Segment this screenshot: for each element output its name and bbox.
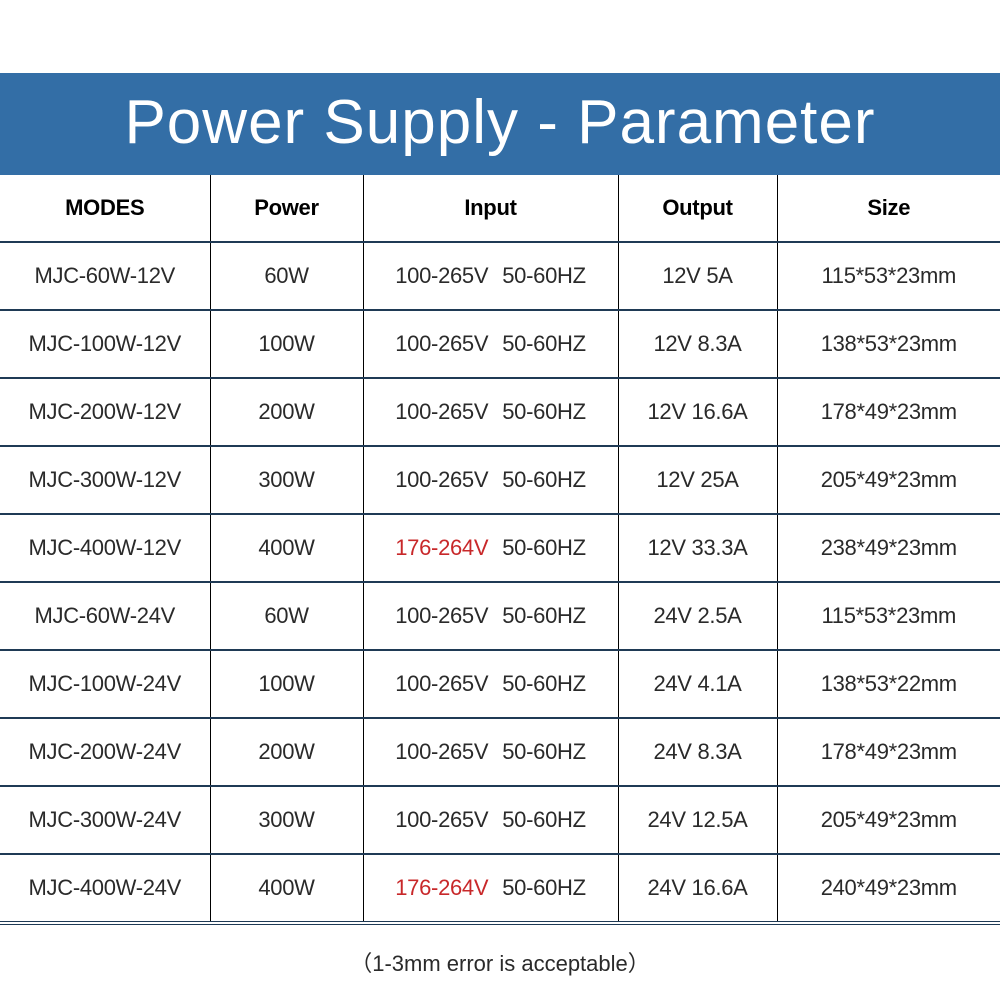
input-cell: 100-265V 50-60HZ <box>362 582 618 651</box>
input-voltage: 176-264V <box>395 875 489 900</box>
table-row: MJC-100W-12V 100W 100-265V 50-60HZ 12V 8.3A 1… <box>0 310 1000 379</box>
output-cell: 24V 2.5A <box>617 582 777 651</box>
size-cell: 205*49*23mm <box>776 786 1000 855</box>
input-frequency: 50-60HZ <box>502 263 586 288</box>
header-modes: MODES <box>0 175 210 243</box>
output-cell: 24V 4.1A <box>617 650 777 719</box>
input-voltage: 100-265V <box>395 263 489 288</box>
input-voltage: 100-265V <box>395 399 489 424</box>
table-row: MJC-400W-12V 400W 176-264V 50-60HZ 12V 33.3A… <box>0 514 1000 583</box>
table-row: MJC-60W-24V 60W 100-265V 50-60HZ 24V 2.5A 115… <box>0 582 1000 651</box>
input-cell: 176-264V 50-60HZ <box>362 854 618 925</box>
size-cell: 138*53*22mm <box>776 650 1000 719</box>
input-cell: 100-265V 50-60HZ <box>362 446 618 515</box>
page-title: Power Supply - Parameter <box>0 73 1000 175</box>
size-cell: 178*49*23mm <box>776 718 1000 787</box>
model-cell: MJC-200W-12V <box>0 378 210 447</box>
model-cell: MJC-100W-24V <box>0 650 210 719</box>
output-cell: 12V 33.3A <box>617 514 777 583</box>
input-cell: 100-265V 50-60HZ <box>362 378 618 447</box>
power-cell: 200W <box>209 378 363 447</box>
input-frequency: 50-60HZ <box>502 739 586 764</box>
input-frequency: 50-60HZ <box>502 399 586 424</box>
input-frequency: 50-60HZ <box>502 331 586 356</box>
model-cell: MJC-300W-12V <box>0 446 210 515</box>
header-input: Input <box>362 175 618 243</box>
size-cell: 138*53*23mm <box>776 310 1000 379</box>
input-voltage: 100-265V <box>395 467 489 492</box>
table-row: MJC-300W-24V 300W 100-265V 50-60HZ 24V 12.5A… <box>0 786 1000 855</box>
model-cell: MJC-400W-12V <box>0 514 210 583</box>
input-frequency: 50-60HZ <box>502 535 586 560</box>
header-output: Output <box>617 175 777 243</box>
footnote: （1-3mm error is acceptable） <box>350 951 650 976</box>
model-cell: MJC-100W-12V <box>0 310 210 379</box>
power-cell: 100W <box>209 310 363 379</box>
header-size: Size <box>776 175 1000 243</box>
model-cell: MJC-200W-24V <box>0 718 210 787</box>
input-frequency: 50-60HZ <box>502 875 586 900</box>
size-cell: 115*53*23mm <box>776 582 1000 651</box>
input-voltage: 176-264V <box>395 535 489 560</box>
input-frequency: 50-60HZ <box>502 807 586 832</box>
input-cell: 100-265V 50-60HZ <box>362 242 618 311</box>
input-voltage: 100-265V <box>395 807 489 832</box>
input-voltage: 100-265V <box>395 331 489 356</box>
output-cell: 12V 5A <box>617 242 777 311</box>
model-cell: MJC-300W-24V <box>0 786 210 855</box>
input-voltage: 100-265V <box>395 739 489 764</box>
table-header-row: MODES Power Input Output Size <box>0 175 1000 243</box>
output-cell: 12V 25A <box>617 446 777 515</box>
input-cell: 100-265V 50-60HZ <box>362 650 618 719</box>
power-cell: 400W <box>209 854 363 925</box>
input-cell: 176-264V 50-60HZ <box>362 514 618 583</box>
input-cell: 100-265V 50-60HZ <box>362 310 618 379</box>
output-cell: 24V 8.3A <box>617 718 777 787</box>
table-row: MJC-400W-24V 400W 176-264V 50-60HZ 24V 16.6A… <box>0 854 1000 925</box>
table-row: MJC-200W-24V 200W 100-265V 50-60HZ 24V 8.3A 1… <box>0 718 1000 787</box>
power-cell: 200W <box>209 718 363 787</box>
power-cell: 400W <box>209 514 363 583</box>
input-frequency: 50-60HZ <box>502 467 586 492</box>
output-cell: 24V 16.6A <box>617 854 777 925</box>
size-cell: 178*49*23mm <box>776 378 1000 447</box>
output-cell: 24V 12.5A <box>617 786 777 855</box>
power-cell: 100W <box>209 650 363 719</box>
table-row: MJC-60W-12V 60W 100-265V 50-60HZ 12V 5A 115*5… <box>0 242 1000 311</box>
power-cell: 60W <box>209 242 363 311</box>
input-frequency: 50-60HZ <box>502 603 586 628</box>
size-cell: 205*49*23mm <box>776 446 1000 515</box>
power-cell: 300W <box>209 446 363 515</box>
input-cell: 100-265V 50-60HZ <box>362 786 618 855</box>
model-cell: MJC-60W-24V <box>0 582 210 651</box>
size-cell: 115*53*23mm <box>776 242 1000 311</box>
model-cell: MJC-60W-12V <box>0 242 210 311</box>
output-cell: 12V 8.3A <box>617 310 777 379</box>
size-cell: 238*49*23mm <box>776 514 1000 583</box>
input-cell: 100-265V 50-60HZ <box>362 718 618 787</box>
model-cell: MJC-400W-24V <box>0 854 210 925</box>
input-voltage: 100-265V <box>395 603 489 628</box>
table-row: MJC-300W-12V 300W 100-265V 50-60HZ 12V 25A 20… <box>0 446 1000 515</box>
size-cell: 240*49*23mm <box>776 854 1000 925</box>
header-power: Power <box>209 175 363 243</box>
output-cell: 12V 16.6A <box>617 378 777 447</box>
power-cell: 60W <box>209 582 363 651</box>
power-cell: 300W <box>209 786 363 855</box>
parameter-table: MODES Power Input Output Size MJC-60W-12… <box>0 175 1000 925</box>
input-frequency: 50-60HZ <box>502 671 586 696</box>
input-voltage: 100-265V <box>395 671 489 696</box>
table-row: MJC-200W-12V 200W 100-265V 50-60HZ 12V 16.6A… <box>0 378 1000 447</box>
table-row: MJC-100W-24V 100W 100-265V 50-60HZ 24V 4.1A 1… <box>0 650 1000 719</box>
